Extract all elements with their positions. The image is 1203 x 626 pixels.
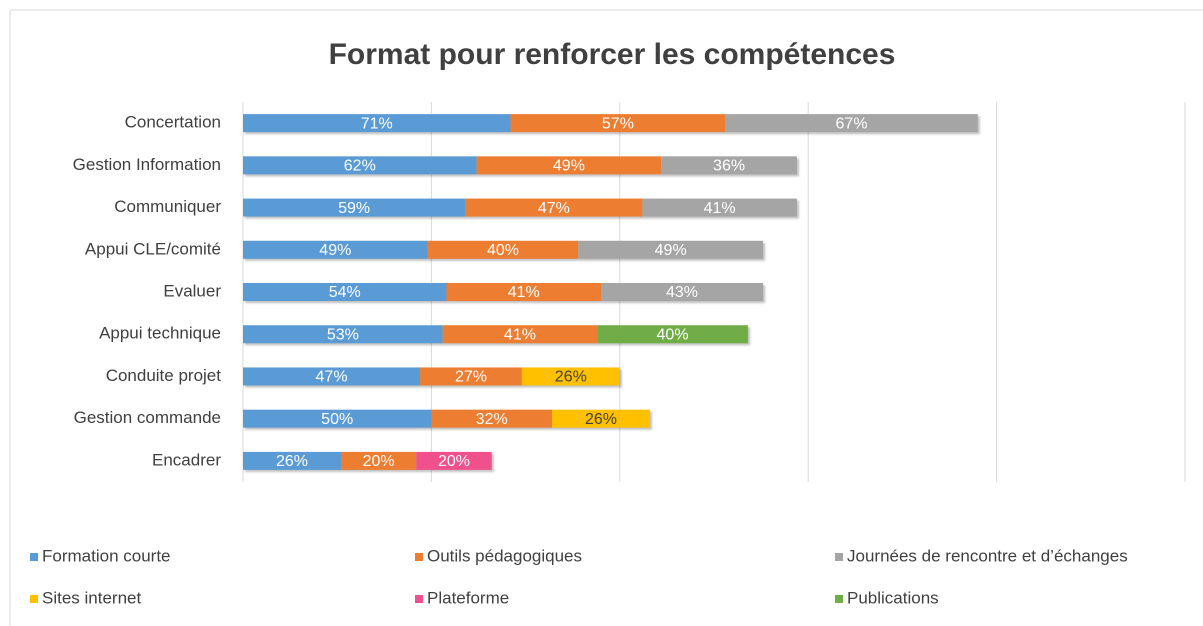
bar-segment (243, 240, 428, 259)
bar-segment (431, 409, 552, 428)
data-label: 54% (329, 284, 361, 301)
bar-segment (578, 240, 763, 259)
data-label: 26% (555, 369, 587, 386)
bar-segment (521, 367, 620, 386)
bar-segment (446, 283, 601, 301)
data-label: 26% (585, 411, 617, 428)
bar-segment (661, 156, 797, 175)
y-tick-label: Encadrer (152, 450, 221, 469)
bar-segment (243, 409, 432, 428)
bar-segment (510, 114, 726, 133)
legend-label: Plateforme (427, 588, 509, 607)
bar-segment (243, 325, 443, 344)
legend-swatch (835, 595, 843, 603)
legend-label: Sites internet (42, 588, 141, 607)
data-label: 36% (713, 158, 745, 175)
y-tick-label: Appui technique (99, 324, 221, 343)
data-label: 41% (508, 284, 540, 301)
bar-segment (420, 367, 522, 386)
y-tick-label: Evaluer (163, 281, 221, 300)
legend-label: Formation courte (42, 546, 171, 565)
data-label: 71% (361, 115, 393, 132)
data-label: 41% (504, 326, 536, 343)
bar-segment (427, 240, 579, 259)
data-label: 49% (553, 158, 585, 175)
data-label: 20% (363, 453, 395, 470)
bar-segment (476, 156, 662, 175)
bar-segment (243, 114, 511, 133)
y-tick-label: Gestion commande (74, 408, 221, 427)
data-label: 40% (657, 326, 689, 343)
data-label: 32% (476, 411, 508, 428)
bar-segment (442, 325, 598, 344)
y-tick-label: Concertation (125, 113, 221, 132)
data-label: 47% (316, 369, 348, 386)
bar-segment (416, 451, 492, 470)
legend-swatch (835, 553, 843, 561)
data-label: 47% (538, 200, 570, 217)
bar-segment (551, 409, 650, 428)
bar-segment (243, 156, 477, 175)
y-tick-label: Gestion Information (73, 155, 221, 174)
legend-swatch (415, 553, 423, 561)
bar-segment (600, 283, 763, 301)
bar-segment (243, 367, 421, 386)
data-label: 27% (455, 369, 487, 386)
data-label: 40% (487, 242, 519, 259)
bar-segment (243, 451, 341, 470)
y-tick-label: Conduite projet (106, 366, 222, 385)
data-label: 41% (704, 200, 736, 217)
data-label: 20% (438, 453, 470, 470)
data-label: 43% (666, 284, 698, 301)
data-label: 26% (276, 453, 308, 470)
data-label: 49% (319, 242, 351, 259)
data-label: 67% (836, 115, 868, 132)
data-label: 57% (602, 115, 634, 132)
data-label: 59% (338, 200, 370, 217)
data-label: 49% (655, 242, 687, 259)
chart-title: Format pour renforcer les compétences (329, 38, 896, 71)
y-tick-label: Appui CLE/comité (85, 239, 221, 258)
y-tick-label: Communiquer (114, 197, 221, 216)
chart-frame (9, 9, 1203, 626)
data-label: 53% (327, 326, 359, 343)
data-label: 62% (344, 158, 376, 175)
bar-segment (243, 198, 466, 217)
legend-swatch (30, 553, 38, 561)
legend-label: Journées de rencontre et d’échanges (847, 546, 1128, 565)
legend-swatch (30, 595, 38, 603)
legend-swatch (415, 595, 423, 603)
bar-segment (340, 451, 417, 470)
bar-segment (642, 198, 797, 217)
data-label: 50% (321, 411, 353, 428)
bar-segment (465, 198, 643, 217)
bar-segment (597, 325, 748, 344)
bar-segment (243, 283, 447, 301)
legend-label: Publications (847, 588, 939, 607)
legend-label: Outils pédagogiques (427, 546, 582, 565)
bar-segment (725, 114, 978, 133)
